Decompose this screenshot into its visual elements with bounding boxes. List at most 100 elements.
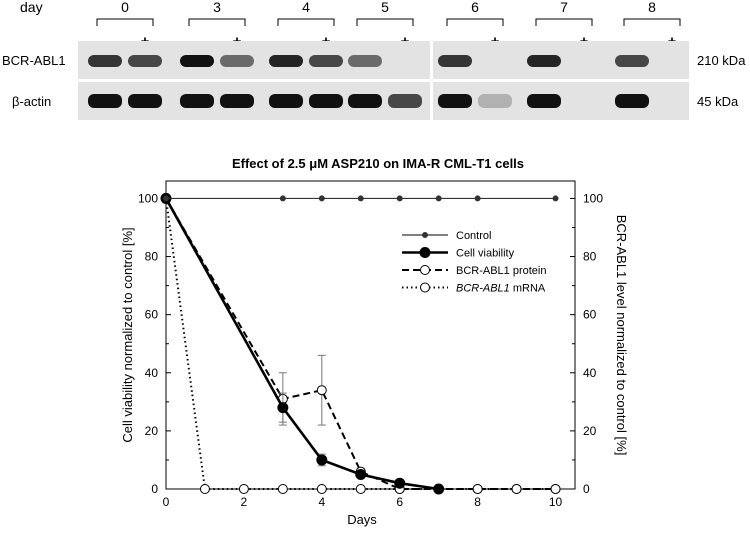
x-tick-label: 2 (241, 495, 248, 509)
y-tick-label-right: 40 (583, 366, 597, 380)
y-tick-label-right: 20 (583, 424, 597, 438)
band-beta-actin-plus (220, 94, 254, 108)
series-bcr-abl1-mrna (161, 193, 561, 494)
y-tick-label-right: 0 (583, 482, 590, 496)
data-point-control (435, 195, 442, 202)
legend-marker-bcr-abl1-mrna (420, 282, 430, 293)
data-point-bcr-abl1-protein (550, 484, 561, 494)
legend-marker-cell-viability (419, 247, 431, 258)
data-point-bcr-abl1-mrna (277, 484, 288, 494)
data-point-control (552, 195, 559, 202)
y-axis-label-left: Cell viability normalized to control [%] (120, 227, 135, 442)
data-point-bcr-abl1-mrna (316, 484, 327, 494)
x-tick-label: 4 (318, 495, 325, 509)
band-bcr-abl1-minus (88, 55, 122, 67)
band-beta-actin-minus (527, 94, 561, 108)
chart-legend: Control Cell viability BCR-ABL1 protein BCR… (402, 230, 547, 295)
legend-label-bcr-abl1-mrna: BCR-ABL1 mRNA (456, 283, 546, 295)
chart-series (160, 192, 561, 495)
series-cell-viability (160, 192, 445, 495)
x-tick-label: 0 (163, 495, 170, 509)
plot-frame (165, 180, 576, 490)
x-axis-label: Days (347, 512, 377, 527)
band-bcr-abl1-minus (527, 55, 561, 67)
western-blot-panel: day 0-+3-+4-+5-+6-+7-+8-+ BCR-ABL1 β-act… (2, 0, 746, 120)
band-beta-actin-minus (269, 94, 303, 108)
data-point-control (279, 195, 286, 202)
y-tick-label-right: 100 (583, 191, 603, 205)
data-point-cell-viability (277, 402, 289, 414)
series-line-bcr-abl1-mrna (165, 198, 556, 490)
x-tick-label: 6 (396, 495, 403, 509)
data-point-bcr-abl1-protein (316, 385, 327, 396)
day-number-4: 4 (302, 0, 310, 15)
day-number-6: 6 (471, 0, 479, 15)
band-beta-actin-plus (388, 94, 422, 108)
data-point-cell-viability (433, 483, 445, 495)
blot-row-label-beta-actin: β-actin (12, 94, 51, 109)
legend-label-cell-viability: Cell viability (456, 248, 515, 260)
day-bracket (623, 18, 681, 26)
line-chart: Effect of 2.5 μM ASP210 on IMA-R CML-T1 … (120, 156, 629, 527)
y-tick-label-left: 20 (145, 424, 159, 438)
band-beta-actin-minus (348, 94, 382, 108)
day-number-8: 8 (648, 0, 656, 15)
series-control (163, 195, 559, 202)
data-point-cell-viability (394, 477, 406, 489)
band-beta-actin-minus (88, 94, 122, 108)
day-bracket (356, 18, 414, 26)
legend-marker-control (422, 232, 428, 238)
blot-size-label-45: 45 kDa (697, 94, 739, 109)
series-line-cell-viability (164, 197, 439, 491)
data-point-cell-viability (316, 454, 328, 466)
day-number-5: 5 (381, 0, 389, 15)
data-point-bcr-abl1-mrna (238, 484, 249, 494)
data-point-cell-viability (355, 468, 367, 480)
y-tick-label-left: 80 (145, 250, 159, 264)
day-bracket (277, 18, 335, 26)
day-number-3: 3 (213, 0, 221, 15)
data-point-control (318, 195, 325, 202)
band-bcr-abl1-minus (615, 55, 649, 67)
x-tick-label: 8 (474, 495, 481, 509)
band-bcr-abl1-plus (309, 55, 343, 67)
band-beta-actin-minus (615, 94, 649, 108)
series-line-bcr-abl1-protein (165, 197, 556, 490)
band-bcr-abl1-minus (348, 55, 382, 67)
legend-label-bcr-abl1-protein: BCR-ABL1 protein (456, 265, 547, 277)
data-point-bcr-abl1-mrna (355, 484, 366, 494)
band-beta-actin-plus (128, 94, 162, 108)
band-bcr-abl1-plus (220, 55, 254, 67)
band-beta-actin-minus (438, 94, 472, 108)
data-point-bcr-abl1-mrna (199, 484, 210, 494)
y-axis-label-right: BCR-ABL1 level normalized to control [%] (614, 215, 629, 456)
band-bcr-abl1-minus (180, 55, 214, 67)
data-point-control (396, 195, 403, 202)
y-tick-label-left: 0 (151, 482, 158, 496)
band-beta-actin-plus (478, 94, 512, 108)
blot-row-label-bcr-abl1: BCR-ABL1 (2, 53, 66, 68)
y-tick-label-right: 80 (583, 250, 597, 264)
data-point-control (163, 195, 169, 202)
band-bcr-abl1-minus (269, 55, 303, 67)
y-tick-label-right: 60 (583, 308, 597, 322)
data-point-control (474, 195, 481, 202)
band-bcr-abl1-plus (128, 55, 162, 67)
data-point-control (357, 195, 364, 202)
day-bracket (535, 18, 593, 26)
chart-title: Effect of 2.5 μM ASP210 on IMA-R CML-T1 … (232, 156, 524, 171)
blot-bands (88, 55, 649, 108)
day-number-7: 7 (560, 0, 568, 15)
y-tick-label-left: 100 (138, 191, 158, 205)
day-label: day (20, 0, 43, 15)
legend-label-control: Control (456, 230, 491, 242)
blot-size-label-210: 210 kDa (697, 53, 746, 68)
legend-marker-bcr-abl1-protein (420, 265, 430, 275)
y-tick-label-left: 40 (145, 366, 159, 380)
day-number-0: 0 (121, 0, 129, 15)
band-beta-actin-plus (309, 94, 343, 108)
day-bracket (188, 18, 246, 26)
x-tick-label: 10 (549, 495, 563, 509)
